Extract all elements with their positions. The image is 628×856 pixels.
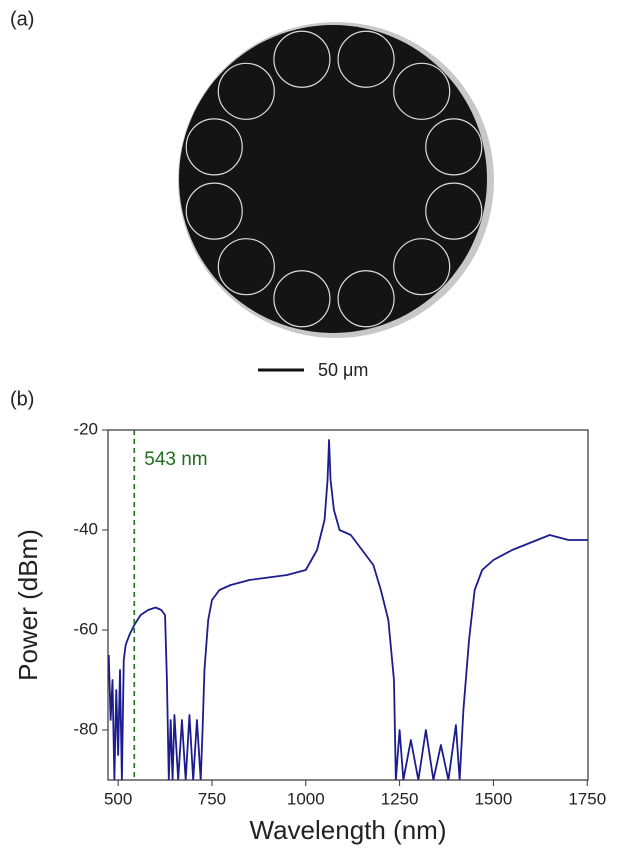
x-tick-label: 750 — [198, 789, 226, 808]
spectrum-line — [109, 440, 588, 780]
x-tick-label: 1750 — [568, 789, 606, 808]
x-tick-label: 1500 — [475, 789, 513, 808]
figure: (a) 50 μm (b) 500 750 1000 1250 1500 1750 -20 -… — [0, 0, 628, 856]
x-tick-label: 1250 — [381, 789, 419, 808]
annotation-label: 543 nm — [144, 449, 207, 470]
plot-frame — [108, 430, 588, 780]
y-tick-label: -60 — [73, 619, 98, 638]
panel-label: (a) — [10, 8, 34, 30]
scale-bar-label: 50 μm — [318, 360, 368, 380]
panel-label: (b) — [10, 388, 34, 410]
y-tick-label: -40 — [73, 519, 98, 538]
x-axis-title: Wavelength (nm) — [250, 815, 447, 845]
x-tick-label: 1000 — [287, 789, 325, 808]
y-axis-title: Power (dBm) — [13, 529, 43, 681]
fiber-cross-section — [178, 22, 494, 338]
x-tick-label: 500 — [104, 789, 132, 808]
y-tick-label: -20 — [73, 419, 98, 438]
y-tick-label: -80 — [73, 719, 98, 738]
